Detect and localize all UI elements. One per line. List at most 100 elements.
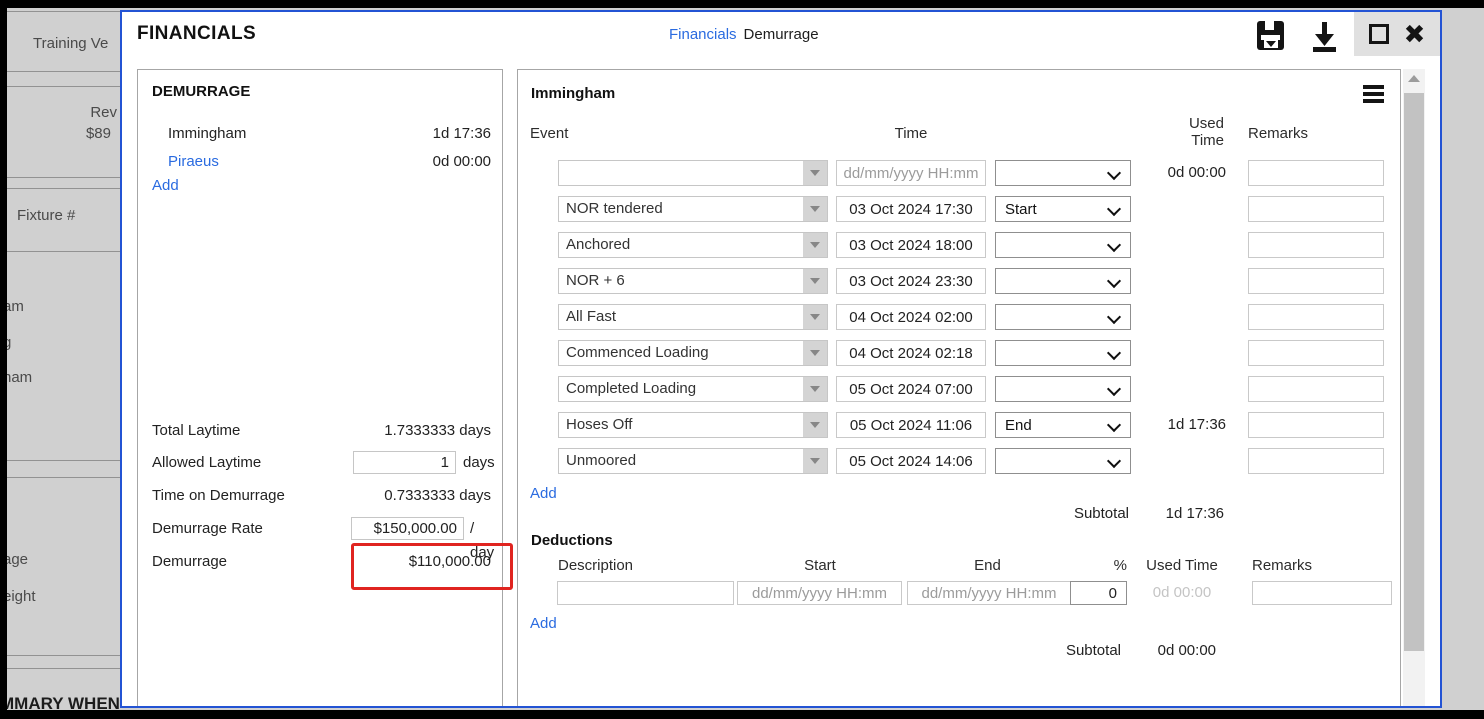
down-triangle-icon: [810, 170, 820, 176]
event-name-dropdown[interactable]: [558, 160, 828, 186]
deduction-start-input[interactable]: [737, 581, 902, 605]
down-triangle-icon: [810, 206, 820, 212]
divider: [7, 477, 123, 478]
event-name-dropdown[interactable]: Unmoored: [558, 448, 828, 474]
event-time-input[interactable]: [836, 232, 986, 258]
divider: [7, 11, 123, 12]
event-remarks-input[interactable]: [1248, 448, 1384, 474]
deduction-row: 0d 00:00: [518, 581, 1400, 605]
event-name-value: Unmoored: [566, 452, 637, 469]
event-remarks-input[interactable]: [1248, 160, 1384, 186]
event-name-dropdown[interactable]: NOR tendered: [558, 196, 828, 222]
laytime-flag-select[interactable]: [995, 232, 1131, 258]
breadcrumb-financials-link[interactable]: Financials: [669, 26, 737, 43]
save-icon[interactable]: [1253, 19, 1287, 53]
port-title: Immingham: [531, 85, 616, 102]
field-demurrage-rate: Demurrage Rate / day: [152, 517, 494, 561]
event-remarks-input[interactable]: [1248, 412, 1384, 438]
bg-text-partial: eight: [7, 588, 36, 605]
demurrage-amount-value: $110,000.00: [408, 553, 491, 570]
event-time-input[interactable]: [836, 268, 986, 294]
down-triangle-icon: [810, 242, 820, 248]
field-label: Demurrage: [152, 553, 228, 570]
ded-header-end: End: [974, 557, 1001, 574]
event-remarks-input[interactable]: [1248, 268, 1384, 294]
port-item-immingham[interactable]: Immingham: [168, 125, 247, 142]
laytime-flag-select[interactable]: [995, 160, 1131, 186]
add-event-link[interactable]: Add: [530, 485, 557, 502]
event-time-input[interactable]: [836, 340, 986, 366]
divider: [7, 71, 123, 72]
event-name-dropdown[interactable]: Commenced Loading: [558, 340, 828, 366]
allowed-laytime-input[interactable]: [353, 451, 456, 474]
laytime-flag-select[interactable]: [995, 340, 1131, 366]
background-left-strip: Training Ve Rev $89 Fixture # am g ham a…: [7, 8, 123, 710]
laytime-flag-select[interactable]: End: [995, 412, 1131, 438]
download-icon[interactable]: [1307, 19, 1341, 53]
down-triangle-icon: [810, 458, 820, 464]
event-time-input[interactable]: [836, 412, 986, 438]
port-events-panel: Immingham Event Time Used Time Remarks 0…: [517, 69, 1401, 706]
dropdown-arrow-icon[interactable]: [803, 197, 827, 221]
event-name-dropdown[interactable]: NOR + 6: [558, 268, 828, 294]
laytime-flag-select[interactable]: Start: [995, 196, 1131, 222]
deduction-percent-input[interactable]: [1070, 581, 1127, 605]
event-remarks-input[interactable]: [1248, 376, 1384, 402]
event-remarks-input[interactable]: [1248, 304, 1384, 330]
dropdown-arrow-icon[interactable]: [803, 161, 827, 185]
laytime-flag-select[interactable]: [995, 376, 1131, 402]
dropdown-arrow-icon[interactable]: [803, 413, 827, 437]
scroll-up-icon[interactable]: [1403, 69, 1425, 87]
deduction-description-input[interactable]: [557, 581, 734, 605]
used-time-value: 1d 17:36: [1167, 416, 1226, 433]
event-name-dropdown[interactable]: Completed Loading: [558, 376, 828, 402]
dropdown-arrow-icon[interactable]: [803, 269, 827, 293]
subtotal-value: 0d 00:00: [1157, 642, 1216, 659]
dropdown-arrow-icon[interactable]: [803, 341, 827, 365]
close-icon[interactable]: ✖: [1403, 19, 1426, 49]
event-time-input[interactable]: [836, 448, 986, 474]
event-name-dropdown[interactable]: Hoses Off: [558, 412, 828, 438]
chevron-down-icon: [1106, 273, 1122, 289]
bg-text-rev: Rev: [90, 104, 117, 121]
laytime-flag-select[interactable]: [995, 448, 1131, 474]
event-time-input[interactable]: [836, 196, 986, 222]
dropdown-arrow-icon[interactable]: [803, 305, 827, 329]
divider: [7, 188, 123, 189]
bg-text-partial: age: [7, 551, 29, 568]
event-remarks-input[interactable]: [1248, 232, 1384, 258]
add-port-link[interactable]: Add: [152, 177, 179, 194]
event-name-value: Hoses Off: [566, 416, 633, 433]
event-row: Anchored: [518, 232, 1400, 258]
divider: [7, 86, 123, 87]
field-suffix: / day: [470, 520, 495, 561]
dropdown-arrow-icon[interactable]: [803, 233, 827, 257]
dropdown-arrow-icon[interactable]: [803, 377, 827, 401]
laytime-flag-select[interactable]: [995, 268, 1131, 294]
port-item-piraeus[interactable]: Piraeus: [168, 153, 219, 170]
subtotal-label: Subtotal: [1065, 642, 1121, 659]
deduction-end-input[interactable]: [907, 581, 1071, 605]
maximize-icon[interactable]: [1368, 24, 1389, 44]
demurrage-rate-input[interactable]: [351, 517, 464, 540]
add-deduction-link[interactable]: Add: [530, 615, 557, 632]
event-name-dropdown[interactable]: All Fast: [558, 304, 828, 330]
deduction-remarks-input[interactable]: [1252, 581, 1392, 605]
event-row: Unmoored: [518, 448, 1400, 474]
event-time-input[interactable]: [836, 160, 986, 186]
dropdown-arrow-icon[interactable]: [803, 449, 827, 473]
laytime-flag-select[interactable]: [995, 304, 1131, 330]
menu-icon[interactable]: [1363, 85, 1384, 106]
panel-title: DEMURRAGE: [152, 83, 251, 100]
event-time-input[interactable]: [836, 304, 986, 330]
field-allowed-laytime: Allowed Laytime days: [152, 451, 495, 475]
scrollbar-thumb[interactable]: [1404, 93, 1424, 651]
event-name-dropdown[interactable]: Anchored: [558, 232, 828, 258]
event-row: Hoses Off End 1d 17:36: [518, 412, 1400, 438]
divider: [7, 655, 123, 656]
bg-text-fixture: Fixture #: [17, 207, 76, 224]
event-remarks-input[interactable]: [1248, 340, 1384, 366]
vertical-scrollbar[interactable]: [1403, 69, 1425, 706]
event-remarks-input[interactable]: [1248, 196, 1384, 222]
event-time-input[interactable]: [836, 376, 986, 402]
